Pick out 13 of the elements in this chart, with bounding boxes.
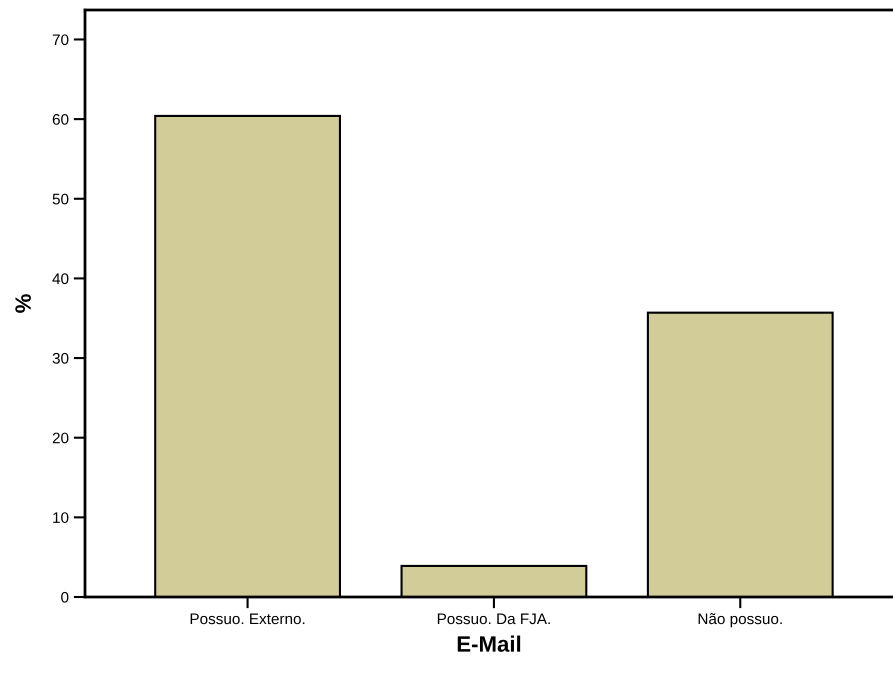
y-tick-label: 50 <box>52 194 68 204</box>
x-tick-label: Não possuo. <box>698 613 782 628</box>
y-tick-label: 10 <box>53 512 68 524</box>
x-tick-label: Possuo. Externo. <box>190 614 304 624</box>
y-tick-label: 70 <box>52 34 68 46</box>
y-tick-label: 60 <box>52 114 68 125</box>
y-tick-label: 0 <box>61 592 68 603</box>
x-axis-title: E-Mail <box>458 636 520 652</box>
y-tick-label: 40 <box>52 273 68 284</box>
x-tick-label: Possuo. Da FJA. <box>438 614 550 624</box>
y-tick-label: 30 <box>52 352 68 364</box>
y-tick-label: 20 <box>52 432 68 444</box>
y-axis-title: % <box>15 294 31 313</box>
